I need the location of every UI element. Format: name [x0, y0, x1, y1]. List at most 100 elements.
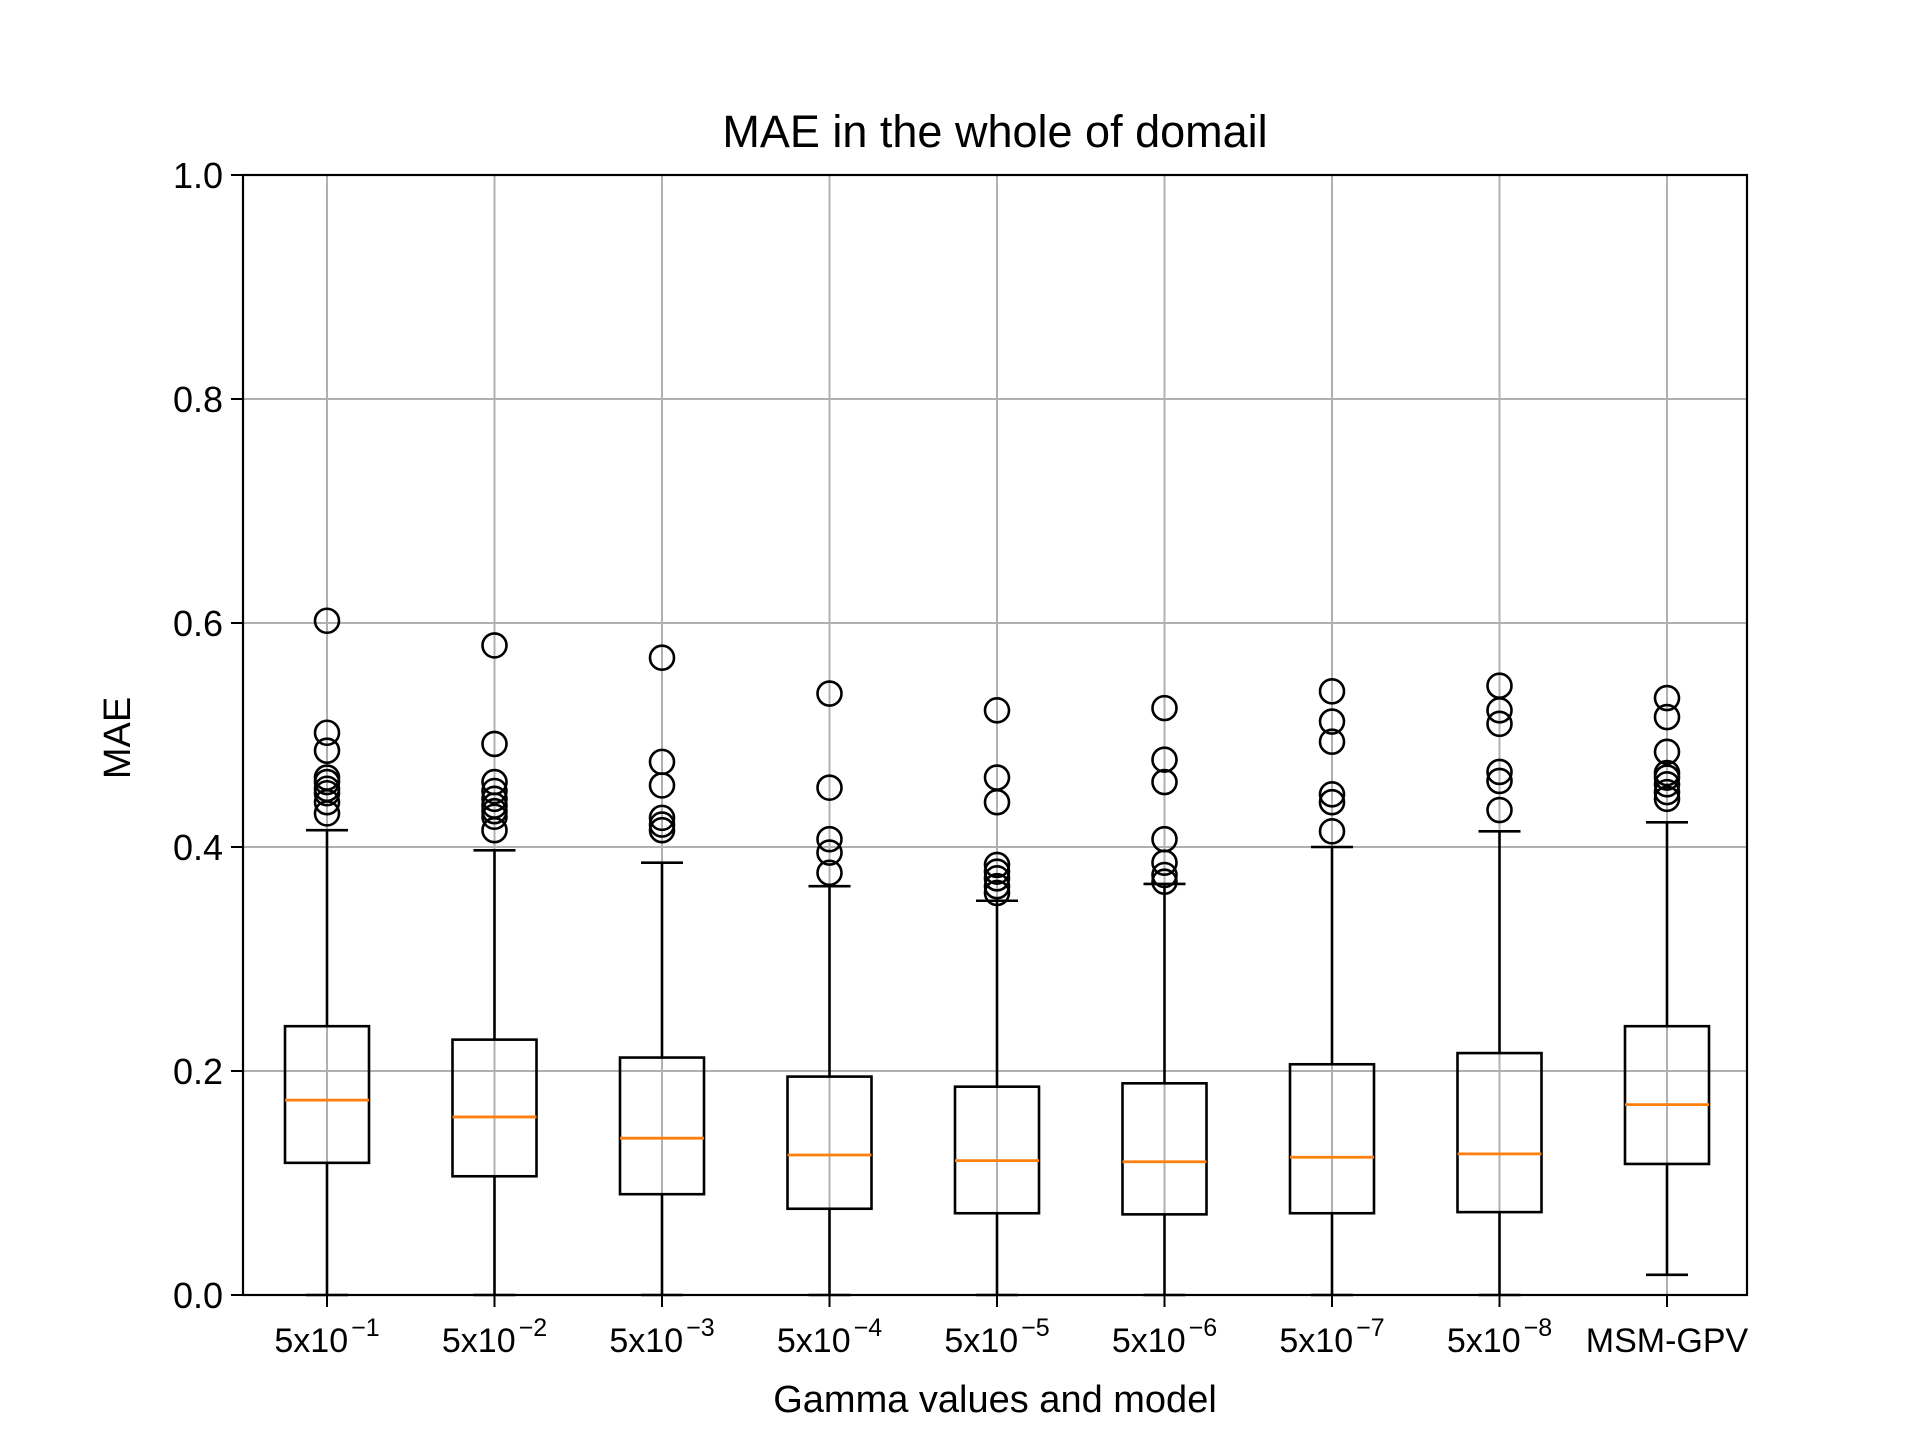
outlier-point	[648, 811, 676, 838]
outlier-point	[1653, 778, 1681, 806]
iqr-box	[451, 1038, 538, 1178]
outlier-point	[1318, 781, 1346, 808]
outlier-point	[1653, 759, 1681, 787]
outlier-point	[1486, 672, 1513, 700]
outlier-point	[313, 719, 341, 747]
outlier-point	[816, 680, 843, 707]
outlier-point	[313, 607, 341, 635]
outlier-point	[313, 775, 341, 803]
y-axis-label: MAE	[97, 697, 139, 779]
outlier-point	[1653, 738, 1681, 766]
grid-lines	[243, 174, 1747, 1296]
outlier-point	[1151, 825, 1178, 853]
outlier-point	[313, 737, 341, 764]
x-tick-label-exponent: −7	[1356, 1314, 1385, 1342]
x-axis-label: Gamma values and model	[773, 1379, 1217, 1421]
outlier-point	[481, 730, 508, 758]
outlier-point	[1318, 708, 1346, 735]
iqr-box	[786, 1075, 873, 1211]
y-tick-label: 0.8	[173, 379, 223, 420]
outlier-point	[983, 872, 1011, 900]
outlier-point	[1318, 728, 1346, 756]
outlier-point	[1486, 796, 1513, 824]
x-tick-label-base: 5x10	[777, 1322, 851, 1360]
y-tick-label: 0.6	[173, 603, 223, 644]
outlier-point	[481, 777, 508, 805]
x-tick-label: 5x10 −6	[1112, 1314, 1217, 1360]
x-tick-label-base: 5x10	[274, 1322, 348, 1360]
y-tick-label: 0.4	[173, 827, 223, 868]
outlier-point	[481, 768, 508, 796]
x-tick-label-exponent: −3	[686, 1314, 715, 1342]
outlier-point	[1318, 818, 1346, 845]
chart-title: MAE in the whole of domail	[722, 106, 1267, 157]
x-tick-label: 5x10 −2	[442, 1314, 547, 1360]
x-tick-label-base: 5x10	[1112, 1322, 1186, 1360]
x-tick-label: 5x10 −8	[1447, 1314, 1552, 1360]
y-tick-label: 0.0	[173, 1275, 223, 1316]
outlier-point	[983, 697, 1011, 724]
y-tick-label: 0.2	[173, 1051, 223, 1092]
outlier-point	[648, 804, 676, 832]
iqr-box	[953, 1085, 1041, 1215]
outlier-point	[1318, 678, 1346, 705]
x-tick-label-base: MSM-GPV	[1586, 1322, 1749, 1360]
plot-frame	[241, 173, 1749, 1297]
x-tick-label: 5x10 −4	[777, 1314, 882, 1360]
outlier-point	[1151, 746, 1178, 773]
outlier-point	[816, 839, 843, 866]
outlier-point	[1653, 684, 1681, 712]
outlier-point	[1151, 694, 1178, 722]
box-group	[451, 632, 538, 1297]
x-tick-label-base: 5x10	[1279, 1322, 1353, 1360]
outlier-point	[1151, 768, 1178, 796]
outlier-point	[648, 644, 676, 672]
x-tick-label-exponent: −5	[1021, 1314, 1050, 1342]
outlier-point	[1151, 861, 1178, 889]
iqr-box	[1456, 1051, 1543, 1214]
iqr-box	[283, 1024, 371, 1165]
outlier-point	[816, 859, 843, 887]
x-tick-label: MSM-GPV	[1586, 1322, 1749, 1360]
outlier-point	[1151, 868, 1178, 896]
outlier-point	[1653, 703, 1681, 731]
outlier-point	[983, 879, 1011, 907]
x-tick-label-base: 5x10	[609, 1322, 683, 1360]
outlier-point	[481, 785, 508, 813]
x-tick-label: 5x10 −7	[1279, 1314, 1384, 1360]
box-group	[1288, 678, 1376, 1297]
outlier-point	[983, 764, 1011, 791]
x-tick-label-exponent: −6	[1189, 1314, 1218, 1342]
box-group	[1623, 684, 1711, 1277]
box-group	[953, 697, 1041, 1297]
x-tick-label-base: 5x10	[442, 1322, 516, 1360]
outlier-point	[1486, 710, 1513, 738]
x-tick-label-exponent: −4	[854, 1314, 883, 1342]
box-group	[618, 644, 706, 1297]
x-tick-label: 5x10 −1	[274, 1314, 379, 1360]
outlier-point	[313, 764, 341, 791]
outlier-point	[648, 748, 676, 776]
x-tick-label-base: 5x10	[944, 1322, 1018, 1360]
outlier-point	[1318, 788, 1346, 816]
outlier-point	[1486, 758, 1513, 786]
outlier-point	[983, 865, 1011, 892]
x-tick-label-exponent: −2	[519, 1314, 548, 1342]
x-tick-label: 5x10 −3	[609, 1314, 714, 1360]
x-tick-label-exponent: −8	[1524, 1314, 1553, 1342]
outlier-point	[1653, 770, 1681, 798]
iqr-box	[1623, 1024, 1711, 1166]
x-tick-label: 5x10 −5	[944, 1314, 1049, 1360]
iqr-box	[1121, 1082, 1208, 1216]
outlier-point	[816, 774, 843, 801]
box-series	[283, 607, 1711, 1297]
x-tick-label-base: 5x10	[1447, 1322, 1521, 1360]
outlier-point	[983, 851, 1011, 879]
outlier-point	[1486, 767, 1513, 795]
outlier-point	[1653, 785, 1681, 813]
y-tick-label: 1.0	[173, 155, 223, 196]
outlier-point	[816, 825, 843, 853]
box-group	[1456, 672, 1543, 1297]
